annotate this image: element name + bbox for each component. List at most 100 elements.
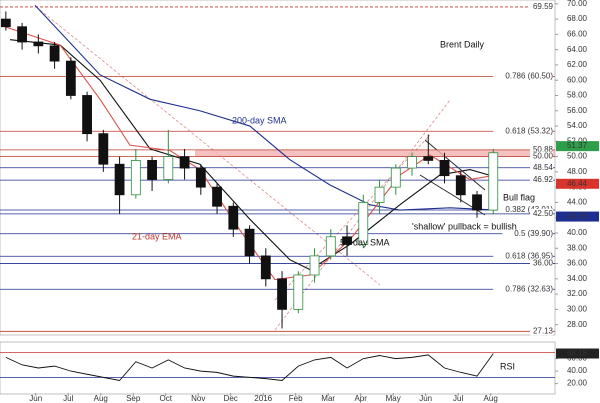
trendline xyxy=(39,9,381,286)
series-label: 200-day SMA xyxy=(232,115,287,125)
ma-line xyxy=(34,4,497,211)
level-label-bg xyxy=(502,228,553,238)
y-tick-label: 32.00 xyxy=(567,289,588,298)
level-label: 0.618 (53.32) xyxy=(505,126,553,135)
candle-body xyxy=(488,152,499,211)
price-tag xyxy=(556,141,599,152)
level-label-bg xyxy=(493,126,553,136)
level-label-bg xyxy=(530,162,553,172)
candle-body xyxy=(309,255,320,276)
flag-line xyxy=(424,139,486,191)
level-label: 50.00 xyxy=(533,152,554,161)
candle-body xyxy=(374,186,385,203)
candle-body xyxy=(342,236,352,245)
x-tick-label: 2016 xyxy=(254,394,272,403)
y-tick-label: 44.00 xyxy=(567,198,588,207)
candle-body xyxy=(325,236,336,257)
y-tick-label: 34.00 xyxy=(567,274,588,283)
level-label: 0.618 (36.95) xyxy=(505,251,553,260)
y-tick-label: 56.00 xyxy=(567,106,588,115)
candle-body xyxy=(114,163,125,196)
x-tick-label: Nov xyxy=(191,394,205,403)
x-tick-label: Feb xyxy=(289,394,303,403)
level-label-bg xyxy=(530,151,553,161)
y-tick-label: 64.00 xyxy=(567,45,588,54)
candle-body xyxy=(277,278,287,310)
y-tick-label: 52.00 xyxy=(567,136,588,145)
candle-body xyxy=(82,95,92,135)
rsi-tag-label: 68.18 xyxy=(567,349,588,358)
x-tick-label: Aug xyxy=(484,394,498,403)
level-label-bg xyxy=(493,204,553,214)
level-label: 46.92 xyxy=(533,175,554,184)
price-tag xyxy=(556,178,599,189)
x-tick-label: Jun xyxy=(29,394,42,403)
y-tick-label: 30.00 xyxy=(567,304,588,313)
level-label: 36.00 xyxy=(533,259,554,268)
y-tick-label: 36.00 xyxy=(567,259,588,268)
candle-body xyxy=(65,60,76,96)
level-label: 0.5 (39.90) xyxy=(514,229,553,238)
x-tick-label: Jun xyxy=(419,394,432,403)
candle-body xyxy=(228,205,239,230)
zone xyxy=(195,149,555,157)
x-tick-label: Mar xyxy=(321,394,335,403)
rsi-tick-label: 20.00 xyxy=(567,379,588,388)
price-tag xyxy=(556,211,599,222)
level-label-bg xyxy=(493,71,553,81)
candle-body xyxy=(98,133,109,165)
level-label-bg xyxy=(530,1,553,11)
candle-body xyxy=(0,18,11,28)
rsi-tick-label: 40.00 xyxy=(567,366,588,375)
chart-title: Brent Daily xyxy=(440,39,485,49)
x-tick-label: Jul xyxy=(63,394,73,403)
level-label: 0.786 (60.50) xyxy=(505,71,553,80)
candle-body xyxy=(390,167,401,188)
candle-body xyxy=(439,160,450,177)
x-tick-label: Jul xyxy=(453,394,463,403)
level-label: 42.50 xyxy=(533,209,554,218)
level-label-bg xyxy=(530,258,553,268)
candle-body xyxy=(407,156,417,169)
x-tick-label: May xyxy=(386,394,401,403)
y-tick-label: 60.00 xyxy=(567,75,588,84)
annotation: Bull flag xyxy=(503,192,535,202)
price-tag-label: 42.15 xyxy=(567,212,588,221)
candle-body xyxy=(244,228,255,257)
candle-body xyxy=(472,194,482,211)
price-tag-label: 46.44 xyxy=(567,179,588,188)
y-tick-label: 62.00 xyxy=(567,60,588,69)
trendline xyxy=(274,99,451,331)
y-tick-label: 28.00 xyxy=(567,320,588,329)
candle-body xyxy=(455,175,466,196)
level-label-bg xyxy=(530,144,553,154)
level-label: 48.54 xyxy=(533,163,554,172)
series-label: 21-day EMA xyxy=(132,231,182,241)
candle-body xyxy=(293,274,304,310)
y-tick-label: 50.00 xyxy=(567,152,588,161)
rsi-panel xyxy=(0,341,556,395)
y-tick-label: 54.00 xyxy=(567,121,588,130)
level-label-bg xyxy=(493,251,553,261)
candle-body xyxy=(212,186,222,207)
x-tick-label: Aug xyxy=(94,394,108,403)
candle-body xyxy=(195,167,206,188)
rsi-tag xyxy=(556,348,599,359)
candle-body xyxy=(147,160,157,180)
level-label-bg xyxy=(530,208,553,218)
x-tick-label: Dec xyxy=(224,394,238,403)
candle-body xyxy=(358,202,369,245)
level-label: 0.786 (32.63) xyxy=(505,284,553,293)
candle-body xyxy=(33,41,44,47)
level-label: 0.382 (43.01) xyxy=(505,205,553,214)
level-label-bg xyxy=(493,284,553,294)
y-tick-label: 66.00 xyxy=(567,29,588,38)
candle-body xyxy=(17,26,27,43)
x-tick-label: Apr xyxy=(354,394,367,403)
y-tick-label: 48.00 xyxy=(567,167,588,176)
y-tick-label: 68.00 xyxy=(567,14,588,23)
level-label: 50.88 xyxy=(533,145,554,154)
candle-body xyxy=(260,255,271,280)
y-tick-label: 70.00 xyxy=(567,0,588,8)
